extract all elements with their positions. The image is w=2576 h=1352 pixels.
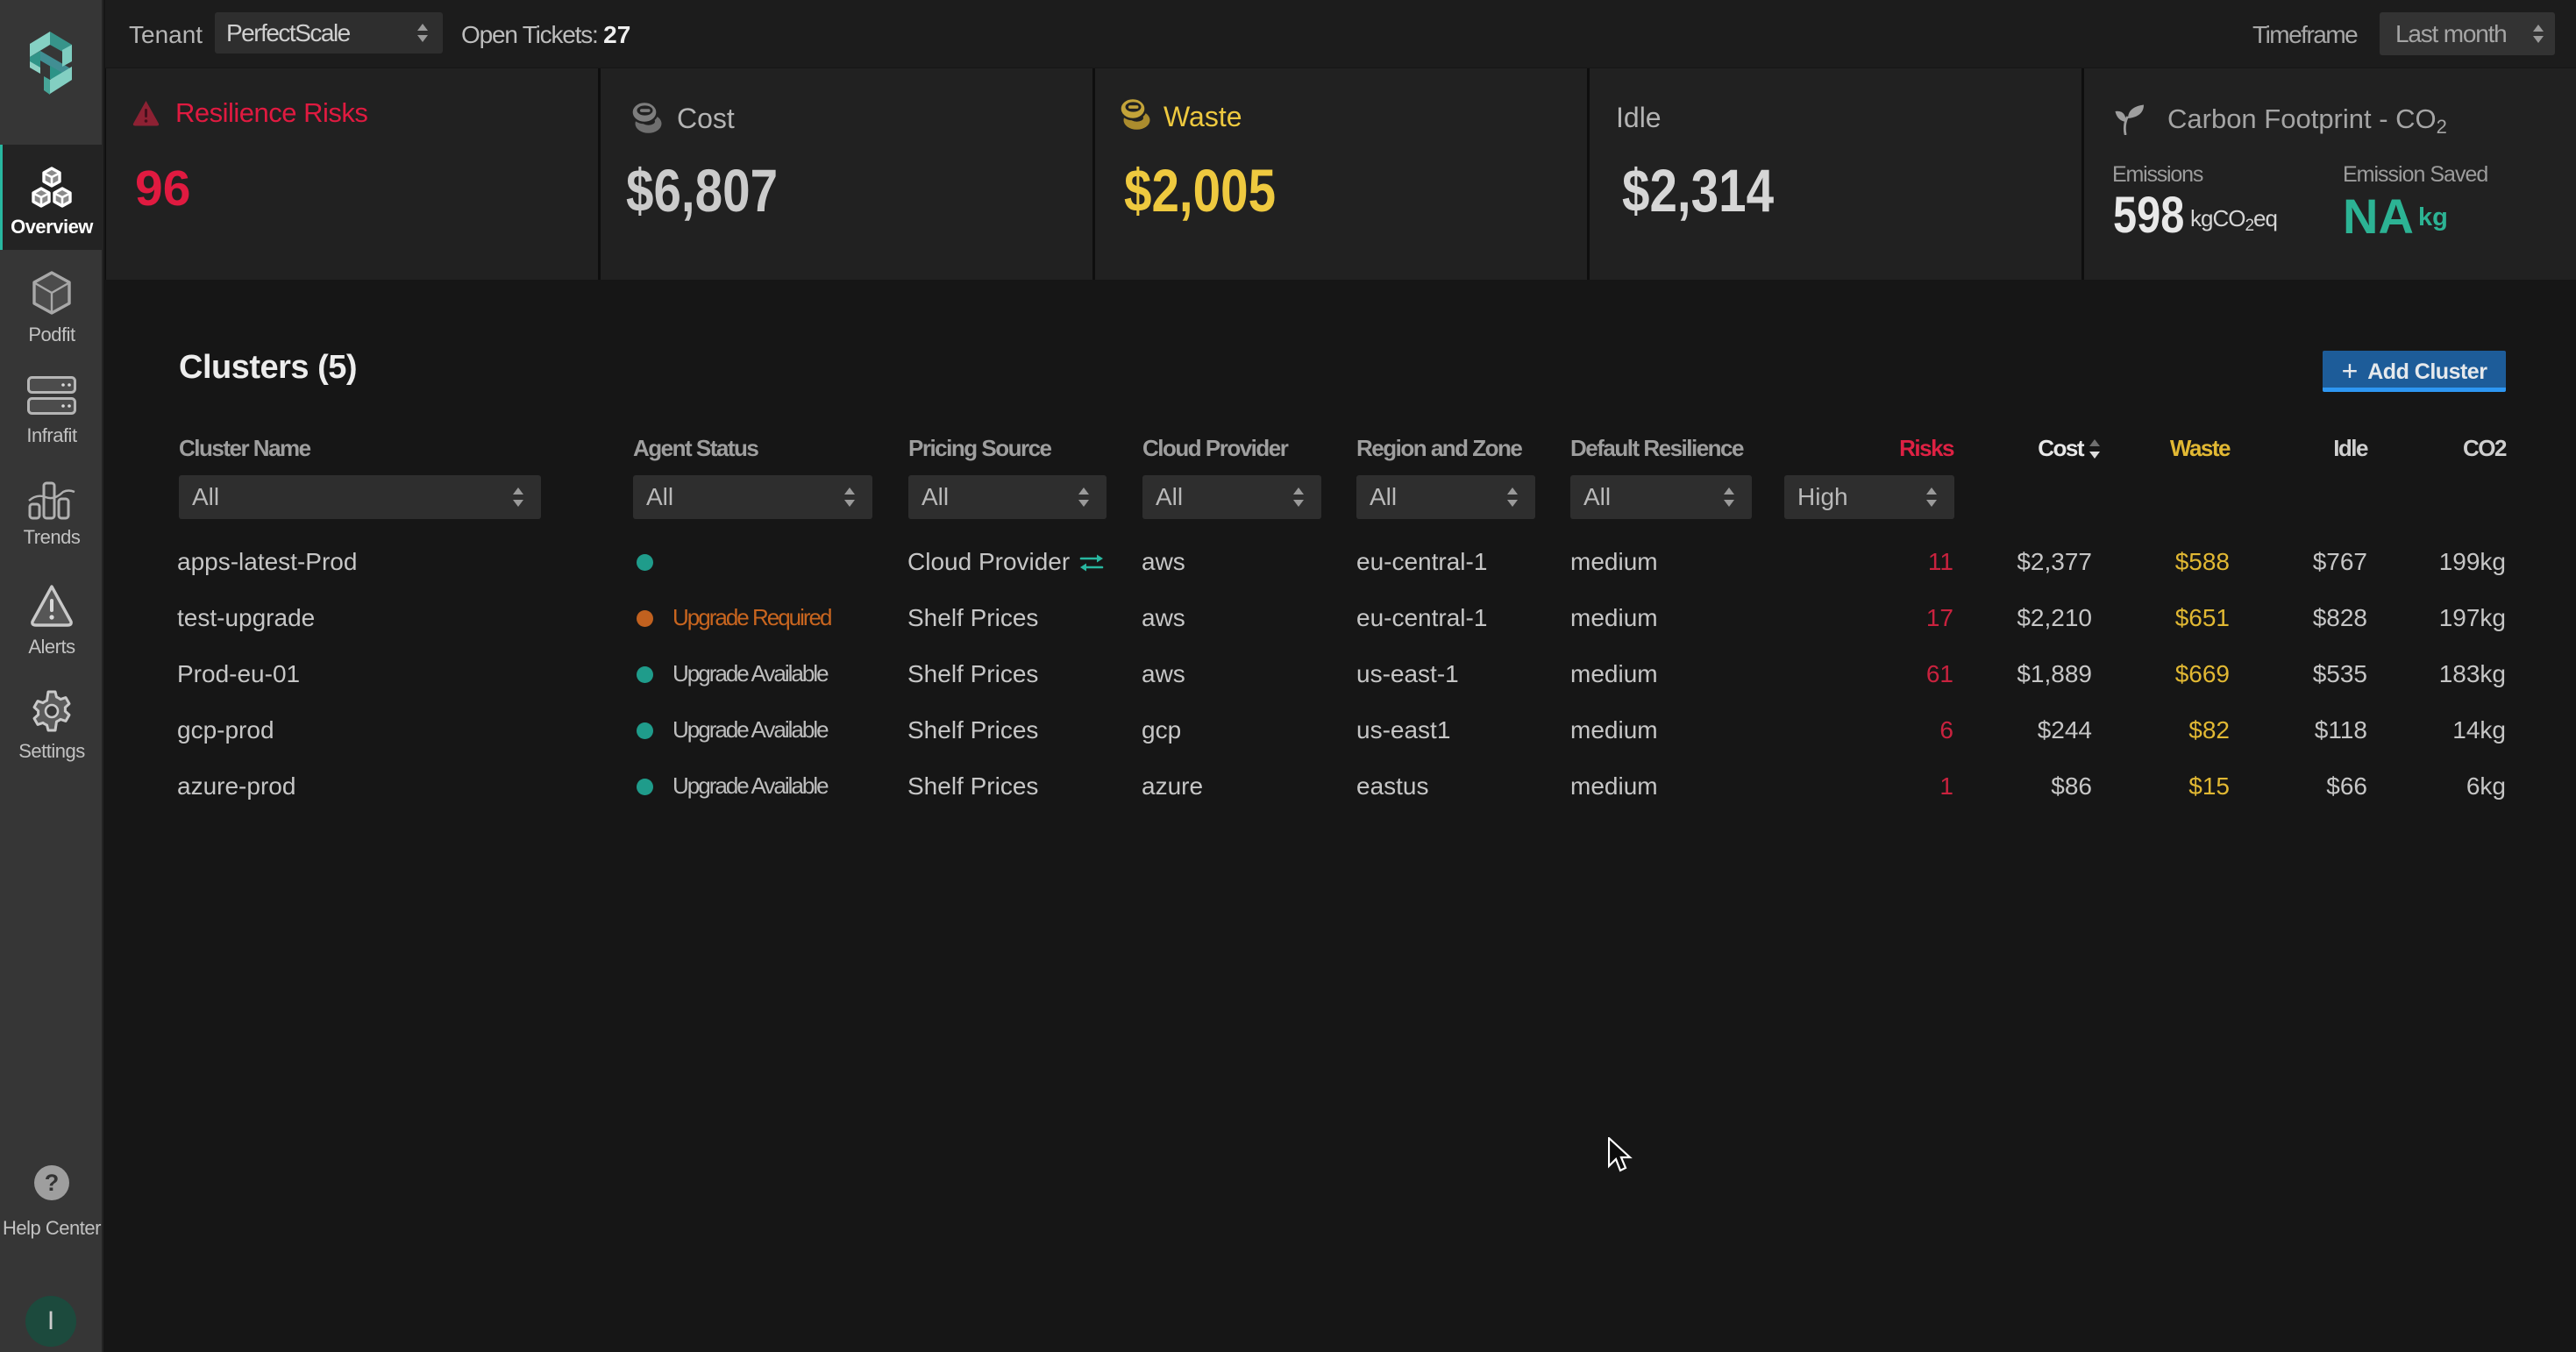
svg-text:?: ?	[45, 1170, 60, 1196]
